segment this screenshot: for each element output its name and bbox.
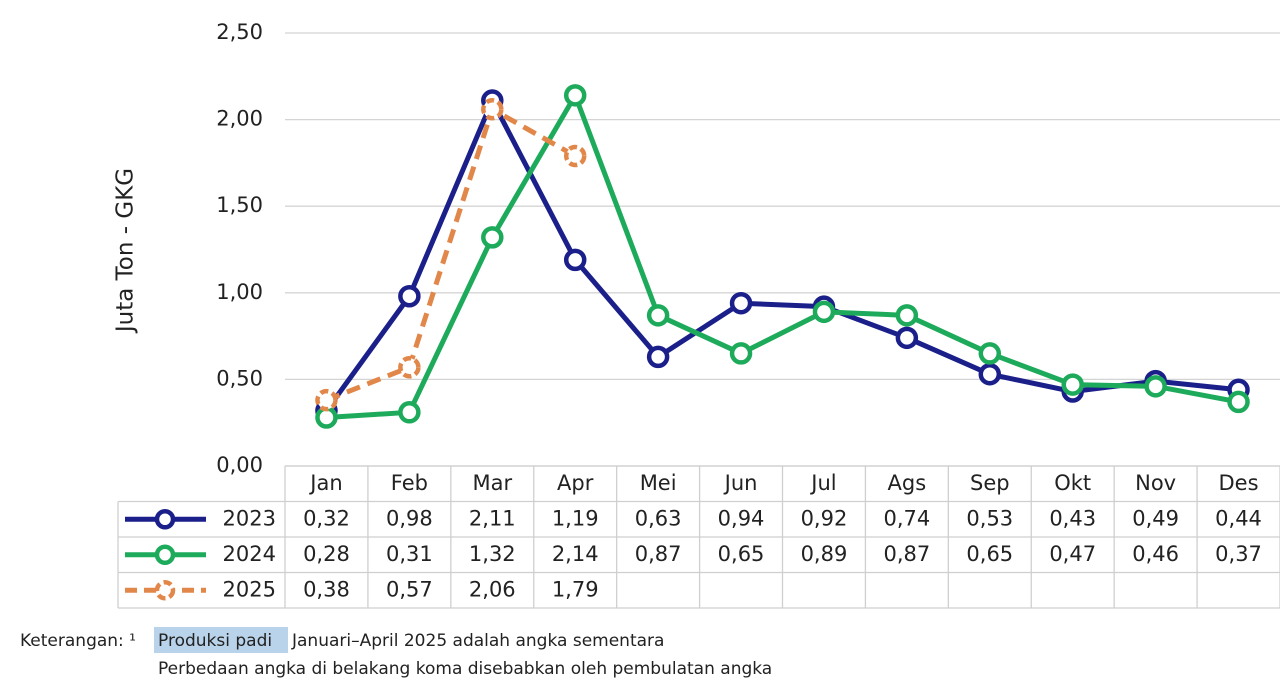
- x-tick-label: Jul: [809, 471, 836, 495]
- data-label: 0,44: [1215, 506, 1262, 530]
- point: [812, 300, 836, 324]
- x-tick-label: Apr: [557, 471, 594, 495]
- x-tick-label: Okt: [1054, 471, 1091, 495]
- series-line: [325, 106, 577, 403]
- data-label: 1,32: [469, 542, 516, 566]
- legend-marker: [154, 509, 176, 530]
- x-tick-label: Ags: [888, 471, 927, 495]
- point: [978, 342, 1002, 365]
- data-label: 0,92: [801, 506, 848, 530]
- point: [895, 304, 919, 327]
- data-label: 2,06: [469, 577, 516, 601]
- data-label: 0,65: [718, 542, 765, 566]
- data-label: 0,74: [883, 506, 930, 530]
- highlight: [154, 627, 288, 653]
- data-label: 0,38: [303, 577, 350, 601]
- point: [563, 248, 587, 272]
- data-label: 0,94: [718, 506, 765, 530]
- x-tick-label: Des: [1219, 471, 1259, 495]
- point: [481, 97, 504, 121]
- data-label: 0,46: [1132, 542, 1179, 566]
- point: [729, 291, 753, 315]
- x-tick-label: Mei: [640, 471, 677, 495]
- legend-marker: [154, 544, 176, 565]
- point: [646, 304, 670, 327]
- x-tick-label: Feb: [391, 471, 428, 495]
- point: [978, 362, 1002, 386]
- point: [398, 285, 421, 308]
- point: [1227, 390, 1250, 414]
- data-label: 0,65: [966, 542, 1013, 566]
- x-tick-label: Mar: [472, 471, 512, 495]
- y-tick-label: 1,50: [216, 193, 263, 217]
- point: [481, 226, 504, 249]
- x-tick-label: Jan: [308, 471, 342, 495]
- data-label: 0,43: [1049, 506, 1096, 530]
- point: [563, 84, 587, 107]
- y-tick-label: 0,50: [216, 366, 263, 390]
- data-label: 2,14: [552, 542, 599, 566]
- legend-label: 2023: [223, 506, 276, 530]
- y-tick-label: 2,00: [216, 107, 263, 131]
- data-label: 0,49: [1132, 506, 1179, 530]
- y-tick-label: 0,00: [216, 453, 263, 477]
- point: [398, 356, 421, 379]
- data-label: 0,98: [386, 506, 433, 530]
- data-label: 0,47: [1049, 542, 1096, 566]
- data-label: 1,79: [552, 577, 599, 601]
- data-label: 0,57: [386, 577, 433, 601]
- note-prefix: Keterangan: ¹: [20, 631, 136, 651]
- point: [895, 326, 919, 350]
- note-highlight: Produksi padi: [158, 631, 272, 651]
- data-label: 1,19: [552, 506, 599, 530]
- point: [398, 401, 421, 424]
- y-tick-label: 1,00: [216, 280, 263, 304]
- data-label: 0,89: [801, 542, 848, 566]
- point: [729, 342, 753, 365]
- data-label: 0,63: [635, 506, 682, 530]
- data-label: 0,32: [303, 506, 350, 530]
- legend-label: 2025: [223, 577, 276, 601]
- data-label: 0,28: [303, 542, 350, 566]
- x-tick-label: Nov: [1135, 471, 1176, 495]
- note-line2: Perbedaan angka di belakang koma disebab…: [158, 659, 772, 679]
- series-line: [326, 92, 1240, 420]
- note-line1: Januari–April 2025 adalah angka sementar…: [291, 631, 664, 651]
- y-tick-label: 2,50: [216, 20, 263, 44]
- y-axis-label: Juta Ton - GKG: [113, 168, 139, 334]
- data-label: 2,11: [469, 506, 516, 530]
- point: [315, 388, 338, 412]
- x-tick-label: Sep: [970, 471, 1010, 495]
- data-label: 0,53: [966, 506, 1013, 530]
- point: [1144, 375, 1167, 398]
- series-line: [324, 98, 1239, 413]
- point: [563, 144, 587, 168]
- point: [1061, 373, 1084, 396]
- data-label: 0,87: [883, 542, 930, 566]
- x-tick-label: Jun: [723, 471, 758, 495]
- point: [646, 345, 670, 369]
- data-label: 0,87: [635, 542, 682, 566]
- data-label: 0,37: [1215, 542, 1262, 566]
- legend-marker: [154, 580, 176, 601]
- data-label: 0,31: [386, 542, 433, 566]
- legend-label: 2024: [223, 542, 276, 566]
